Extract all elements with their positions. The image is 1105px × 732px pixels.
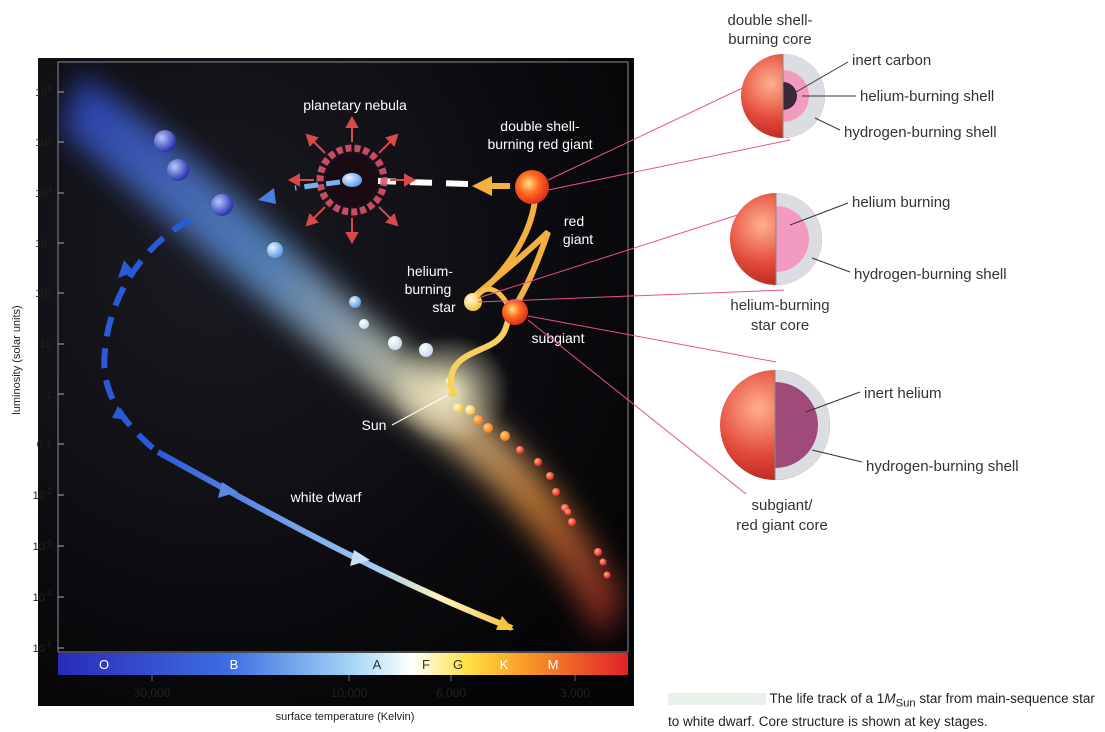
x-tick-label: 6,000: [436, 686, 466, 700]
y-tick-label: 10-2: [33, 487, 53, 502]
caption-text-2: star from main-sequence star to white dw…: [668, 691, 1095, 729]
helium-star-label-1: helium-: [407, 263, 453, 279]
star-k-type: [516, 446, 524, 454]
y-tick-label: 10: [40, 339, 52, 351]
spectral-class-m: M: [548, 657, 559, 672]
core3-label-inert-helium: inert helium: [864, 385, 942, 402]
caption-highlight: [668, 693, 766, 706]
core3-title-1: subgiant/: [752, 497, 814, 514]
white-dwarf-label: white dwarf: [290, 489, 362, 505]
star-m-type: [568, 518, 576, 526]
figure-caption: The life track of a 1MSun star from main…: [668, 690, 1098, 731]
stage-labels: planetary nebula double shell- burning r…: [290, 97, 594, 505]
core2-label-helium-burning: helium burning: [852, 194, 950, 211]
core2-title-2: star core: [751, 317, 809, 334]
core1-title-2: burning core: [728, 31, 811, 48]
x-tick-label: 30,000: [134, 686, 171, 700]
core-labels: double shell- burning core inert carbon …: [727, 12, 1018, 534]
star-m-type: [546, 472, 554, 480]
star-f-type: [419, 343, 433, 357]
y-tick-label: 105: [35, 134, 52, 149]
core2-label-hydrogen-shell: hydrogen-burning shell: [854, 266, 1007, 283]
star-m-type: [594, 548, 602, 556]
helium-star-label-2: burning: [405, 281, 452, 297]
star-a-type: [359, 319, 369, 329]
star-m-type: [599, 558, 607, 566]
caption-text-1: The life track of a 1: [769, 691, 885, 706]
spectral-class-f: F: [422, 657, 430, 672]
spectral-class-bar: [58, 653, 628, 675]
star-m-type: [603, 571, 611, 579]
x-axis-label: surface temperature (Kelvin): [276, 711, 415, 723]
core1-title-1: double shell-: [727, 12, 812, 29]
sun-pointer: [391, 394, 449, 426]
track-to-nebula: [377, 176, 510, 196]
star-g-type: [465, 405, 475, 415]
core-pointer-lines: [789, 61, 863, 463]
red-giant-label-2: giant: [563, 231, 593, 247]
track-to-white-dwarf: [101, 179, 514, 631]
star-g-type: [453, 403, 463, 413]
double-shell-red-giant-star: [515, 170, 549, 204]
spectral-class-k: K: [500, 657, 509, 672]
core1-label-hydrogen-shell: hydrogen-burning shell: [844, 124, 997, 141]
y-tick-label: 10-4: [33, 589, 53, 604]
core-double-shell: [741, 54, 825, 138]
main-sequence-stars: [154, 130, 611, 579]
star-k-type: [500, 431, 510, 441]
x-tick-label: 3,000: [560, 686, 590, 700]
star-b-type: [211, 194, 233, 216]
subgiant-star: [502, 299, 528, 325]
caption-subscript: Sun: [895, 697, 916, 710]
plot-frame: [57, 61, 629, 653]
helium-star-label-3: star: [432, 299, 456, 315]
planetary-nebula-label: planetary nebula: [303, 97, 407, 113]
star-m-type: [552, 488, 560, 496]
y-tick-label: 10-3: [33, 538, 53, 553]
star-o-type: [154, 130, 176, 152]
x-axis: 30,000 10,000 6,000 3,000: [134, 675, 590, 700]
star-k-type: [473, 415, 483, 425]
y-tick-label: 10-5: [33, 640, 53, 655]
y-tick-label: 0.1: [37, 439, 52, 451]
red-giant-label-1: red: [564, 213, 584, 229]
core1-label-inert-carbon: inert carbon: [852, 52, 931, 69]
star-a-type: [349, 296, 361, 308]
core1-label-helium-shell: helium-burning shell: [860, 88, 994, 105]
double-shell-giant-label-2: burning red giant: [487, 136, 592, 152]
spectral-class-g: G: [453, 657, 463, 672]
planetary-nebula: [287, 115, 417, 245]
y-tick-label: 102: [35, 285, 52, 300]
y-axis-label: luminosity (solar units): [11, 305, 23, 414]
core-helium-burning: [730, 193, 822, 285]
core3-label-hydrogen-shell: hydrogen-burning shell: [866, 458, 1019, 475]
x-tick-label: 10,000: [331, 686, 368, 700]
core3-title-2: red giant core: [736, 517, 828, 534]
star-o-type: [167, 159, 189, 181]
spectral-class-a: A: [373, 657, 382, 672]
core-subgiant: [720, 370, 830, 480]
star-m-type: [564, 508, 572, 516]
y-tick-label: 106: [35, 84, 52, 99]
helium-burning-star: [464, 293, 482, 311]
spectral-class-b: B: [230, 657, 239, 672]
double-shell-giant-label-1: double shell-: [500, 118, 580, 134]
star-a-type: [388, 336, 402, 350]
star-k-type: [483, 423, 493, 433]
y-tick-label: 103: [35, 235, 52, 250]
y-tick-label: 1: [46, 389, 52, 401]
caption-symbol: M: [884, 691, 896, 706]
y-tick-label: 104: [35, 185, 52, 200]
core-connector-lines: [477, 75, 791, 495]
star-m-type: [534, 458, 542, 466]
sun-label: Sun: [362, 417, 387, 433]
star-b-type: [267, 242, 283, 258]
spectral-class-o: O: [99, 657, 109, 672]
core2-title-1: helium-burning: [730, 297, 829, 314]
